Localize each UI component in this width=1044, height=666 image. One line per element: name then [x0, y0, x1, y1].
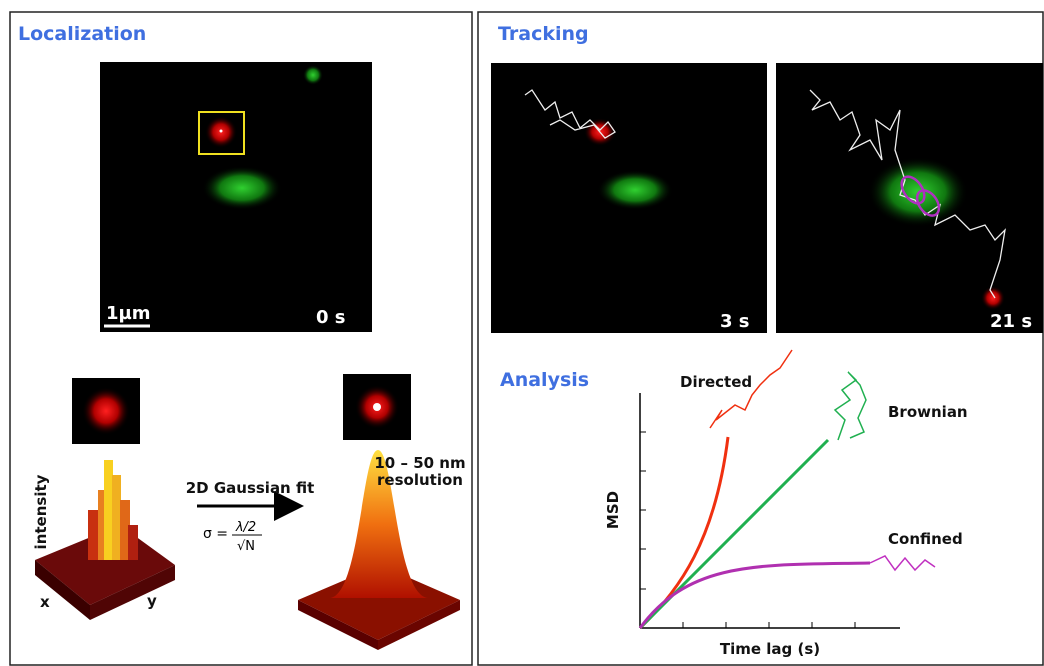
y-label: y [147, 592, 157, 610]
micrograph: 1µm 0 s [100, 62, 372, 332]
x-axis-label: Time lag (s) [720, 640, 820, 658]
track-image: 21 s [776, 63, 1043, 333]
track-image: 3 s [491, 63, 767, 333]
resolution-line: 10 – 50 nm [374, 454, 465, 472]
mode-label: Confined [888, 530, 963, 548]
sigma-denominator: √N [237, 539, 255, 554]
psf-fit [343, 374, 411, 440]
mode-label: Directed [680, 373, 752, 391]
time-label: 3 s [720, 311, 750, 332]
sigma-lhs: σ = [203, 526, 228, 542]
resolution-line: resolution [377, 471, 463, 489]
time-label: 21 s [990, 311, 1032, 332]
x-label: x [40, 593, 50, 611]
y-axis-label: MSD [604, 491, 622, 529]
psf-raw [72, 378, 140, 444]
sigma-numerator: λ/2 [235, 520, 256, 535]
fit-label: 2D Gaussian fit [186, 479, 315, 497]
mode-label: Brownian [888, 403, 968, 421]
panel-title: Tracking [498, 23, 589, 45]
scale-bar-label: 1µm [106, 303, 151, 324]
time-label: 0 s [316, 307, 346, 328]
intensity-label: intensity [32, 474, 50, 549]
panel-title: Analysis [500, 369, 589, 391]
msd-plot [640, 350, 935, 628]
panel-title: Localization [18, 23, 146, 45]
figure: Localization 1µm 0 s intensity x y 2D Ga… [0, 0, 1044, 666]
